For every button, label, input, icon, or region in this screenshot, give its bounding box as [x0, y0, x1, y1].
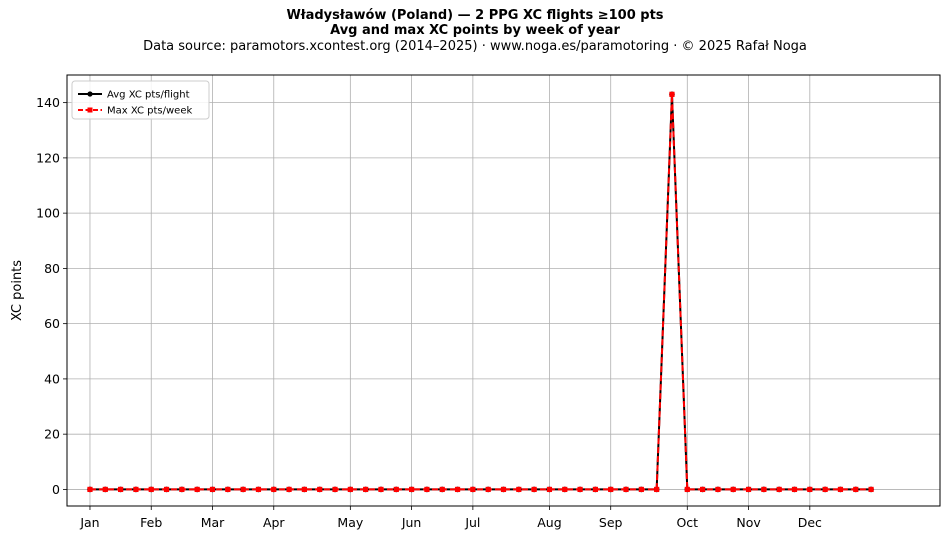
legend-label: Max XC pts/week [107, 106, 192, 117]
data-source-note: Data source: paramotors.xcontest.org (20… [143, 39, 807, 54]
y-tick-label: 80 [44, 261, 60, 276]
data-point [454, 486, 461, 493]
data-point [700, 486, 706, 493]
x-tick-label: Dec [798, 515, 822, 530]
x-tick-label: Aug [537, 515, 561, 530]
data-point [868, 486, 874, 493]
x-tick-label: May [337, 515, 363, 530]
data-point [194, 486, 200, 493]
series-max [87, 91, 874, 493]
data-point [623, 486, 629, 493]
y-tick-label: 40 [44, 371, 60, 386]
x-tick-label: Sep [599, 515, 623, 530]
data-point [363, 486, 369, 493]
x-axis: Jan Feb Mar Apr May Jun Jul Aug Sep Oct Nov Dec [79, 506, 822, 530]
y-tick-label: 120 [36, 150, 60, 165]
data-point [500, 486, 507, 493]
data-point [592, 486, 598, 493]
y-tick-label: 140 [36, 95, 60, 110]
x-tick-label: Mar [201, 515, 225, 530]
x-tick-label: Nov [736, 515, 761, 530]
series-layer [87, 91, 874, 493]
grid-lines [67, 75, 940, 506]
legend-marker [87, 107, 93, 113]
data-point [301, 486, 307, 493]
data-point [546, 486, 553, 493]
data-point [745, 486, 752, 493]
data-point [332, 486, 338, 493]
y-axis-label: XC points [10, 260, 25, 321]
data-point [531, 486, 537, 493]
data-point [271, 486, 277, 493]
legend-label: Avg XC pts/flight [107, 90, 190, 101]
data-point [225, 486, 231, 493]
y-tick-label: 0 [52, 482, 60, 497]
y-axis: 0 20 40 60 80 100 120 140 [36, 95, 67, 497]
data-point [102, 486, 108, 493]
y-tick-label: 60 [44, 316, 60, 331]
data-point [562, 486, 568, 493]
data-point [470, 486, 476, 493]
data-point [439, 486, 445, 493]
y-tick-label: 100 [36, 206, 60, 221]
data-point [853, 486, 859, 493]
y-tick-label: 20 [44, 427, 60, 442]
legend-box [71, 80, 210, 120]
x-tick-label: Oct [676, 515, 698, 530]
data-point [516, 486, 522, 493]
data-point [409, 486, 415, 493]
data-point [638, 486, 644, 493]
data-point [822, 486, 828, 493]
chart-title: Władysławów (Poland) — 2 PPG XC flights … [286, 8, 664, 23]
data-point [761, 486, 767, 493]
data-point [240, 486, 246, 493]
data-point [776, 486, 782, 493]
data-point [654, 486, 660, 493]
data-point [669, 91, 675, 97]
data-point [577, 486, 583, 493]
series-avg [87, 91, 874, 493]
legend: Avg XC pts/flight Max XC pts/week [71, 80, 210, 120]
chart-title-block: Władysławów (Poland) — 2 PPG XC flights … [0, 8, 950, 55]
data-point [179, 486, 185, 493]
x-tick-label: Jun [401, 515, 422, 530]
data-point [807, 486, 813, 493]
data-point [317, 486, 323, 493]
data-point [837, 486, 844, 493]
series-line [89, 93, 872, 491]
data-point [209, 486, 216, 493]
data-point [133, 486, 139, 493]
data-point [87, 486, 93, 493]
x-tick-label: Jul [464, 515, 480, 530]
legend-marker [87, 91, 93, 97]
data-point [255, 486, 262, 493]
chart-subtitle: Avg and max XC points by week of year [330, 23, 620, 38]
data-point [118, 486, 124, 493]
data-point [347, 486, 353, 493]
data-point [730, 486, 736, 493]
data-point [684, 486, 690, 493]
data-point [393, 486, 399, 493]
x-tick-label: Jan [79, 515, 99, 530]
data-point [378, 486, 384, 493]
data-point [286, 486, 292, 493]
data-point [148, 486, 154, 493]
data-point [485, 486, 491, 493]
data-point [163, 486, 170, 493]
data-point [791, 486, 798, 493]
data-point [608, 486, 614, 493]
x-tick-label: Apr [263, 515, 285, 530]
data-point [424, 486, 430, 493]
series-line [89, 93, 872, 491]
plot-frame [66, 74, 941, 507]
data-point [715, 486, 721, 493]
x-tick-label: Feb [140, 515, 162, 530]
